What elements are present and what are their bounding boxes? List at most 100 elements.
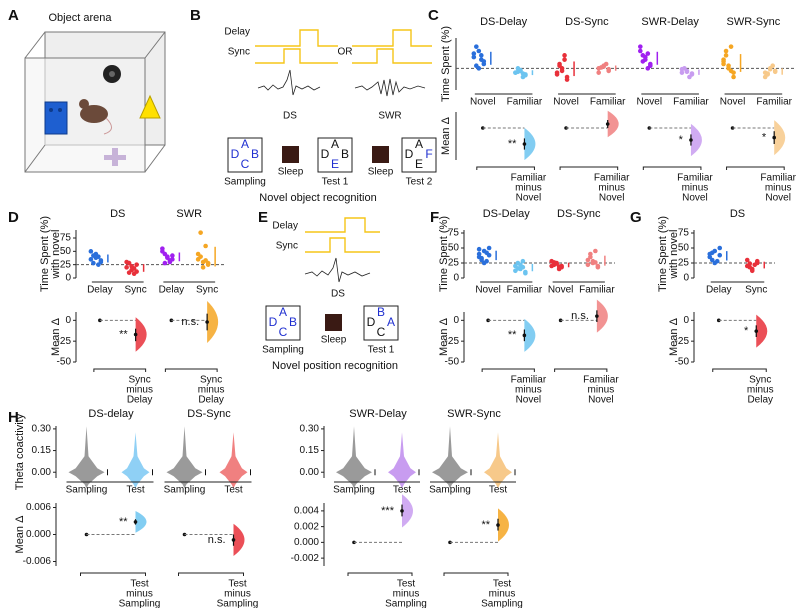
object-letter: F bbox=[425, 147, 432, 161]
y-tick-label: 0 bbox=[453, 315, 459, 326]
data-point bbox=[728, 68, 734, 74]
data-point bbox=[476, 251, 482, 257]
group-title: DS-Sync bbox=[187, 408, 231, 420]
comparison-label: Familiar bbox=[583, 375, 619, 386]
object-letter: D bbox=[321, 147, 330, 161]
comparison-label: Sync bbox=[129, 375, 151, 386]
comparison-label: Sampling bbox=[481, 599, 523, 608]
data-point bbox=[747, 261, 753, 266]
significance: ** bbox=[119, 516, 128, 528]
y-tick-label: -25 bbox=[57, 336, 72, 347]
object-letter: A bbox=[241, 137, 249, 151]
data-point bbox=[520, 71, 526, 76]
data-point bbox=[91, 253, 96, 258]
comparison-label: minus bbox=[588, 385, 615, 396]
comparison-label: Delay bbox=[198, 395, 224, 406]
data-point bbox=[479, 255, 484, 261]
data-point bbox=[640, 59, 646, 64]
violin bbox=[219, 432, 248, 489]
data-point bbox=[709, 250, 715, 256]
data-point bbox=[556, 264, 562, 269]
data-point bbox=[643, 54, 648, 60]
comparison-label: minus bbox=[393, 589, 420, 600]
x-tick-label: Sampling bbox=[66, 485, 108, 496]
y-tick-label: -0.006 bbox=[23, 556, 52, 567]
comparison-label: minus bbox=[765, 183, 792, 194]
data-point bbox=[96, 262, 101, 267]
data-point bbox=[126, 270, 132, 275]
x-tick-label: Delay bbox=[159, 285, 185, 296]
mean-diff bbox=[231, 538, 236, 542]
data-point bbox=[723, 53, 729, 58]
comparison-label: minus bbox=[747, 385, 774, 396]
mean-diff bbox=[754, 329, 759, 333]
bracket bbox=[726, 166, 785, 170]
data-point bbox=[772, 69, 778, 75]
mean-diff bbox=[605, 122, 610, 126]
data-point bbox=[596, 70, 601, 75]
significance: * bbox=[679, 134, 684, 146]
data-point bbox=[593, 260, 598, 265]
comparison-label: Novel bbox=[765, 193, 791, 204]
x-tick-label: Novel bbox=[637, 97, 663, 108]
object-letter: E bbox=[331, 157, 339, 171]
data-point bbox=[754, 258, 760, 264]
mean-diff bbox=[496, 523, 500, 527]
comparison-label: minus bbox=[198, 385, 225, 396]
panel-title: Object arena bbox=[49, 12, 113, 24]
panel-label: F bbox=[430, 209, 439, 226]
comparison-label: Familiar bbox=[677, 173, 713, 184]
data-point bbox=[726, 63, 731, 69]
data-point bbox=[523, 270, 528, 276]
data-point bbox=[198, 230, 203, 235]
comparison-label: minus bbox=[682, 183, 709, 194]
data-point bbox=[124, 265, 129, 270]
comparison-label: Novel bbox=[599, 193, 625, 204]
violin bbox=[121, 432, 150, 489]
data-point bbox=[731, 74, 736, 80]
data-point bbox=[162, 251, 168, 257]
y-axis-label: with novel bbox=[50, 230, 62, 280]
comparison-label: Familiar bbox=[594, 173, 630, 184]
comparison-label: minus bbox=[126, 385, 153, 396]
y-tick-label: 0 bbox=[683, 273, 689, 284]
y-tick-label: 0 bbox=[453, 273, 459, 284]
data-point bbox=[474, 44, 479, 49]
significance: *** bbox=[381, 505, 395, 517]
box-label: Sampling bbox=[224, 177, 266, 188]
comparison-label: Test bbox=[493, 579, 512, 590]
data-point bbox=[476, 246, 482, 252]
data-point bbox=[588, 251, 593, 257]
data-point bbox=[476, 48, 482, 54]
group-title: DS-Delay bbox=[480, 16, 528, 28]
y-tick-label: 50 bbox=[678, 243, 690, 254]
data-point bbox=[717, 245, 723, 251]
data-point bbox=[728, 44, 734, 49]
significance: n.s. bbox=[571, 310, 589, 322]
data-point bbox=[520, 258, 526, 264]
data-point bbox=[471, 54, 477, 60]
mean-diff bbox=[595, 314, 599, 318]
box-label: Test 1 bbox=[368, 345, 395, 356]
x-tick-label: Delay bbox=[706, 285, 732, 296]
data-point bbox=[471, 51, 477, 56]
y-axis-label: Time Spent (%) bbox=[39, 216, 51, 292]
y-tick-label: -50 bbox=[57, 357, 72, 368]
b-traces bbox=[255, 29, 432, 283]
group-title: DS-delay bbox=[88, 408, 134, 420]
y-tick-label: 25 bbox=[60, 259, 72, 270]
data-point bbox=[749, 268, 755, 274]
mean-diff bbox=[689, 138, 693, 142]
object-letter: D bbox=[269, 315, 278, 329]
panel-label: D bbox=[8, 209, 19, 226]
box-label: Test 2 bbox=[406, 177, 433, 188]
object-letter: D bbox=[231, 147, 240, 161]
y-tick-label: 75 bbox=[678, 228, 690, 239]
x-tick-label: Familiar bbox=[579, 285, 615, 296]
trace-label: Sync bbox=[228, 47, 250, 58]
arena-box bbox=[265, 305, 301, 341]
box-label: Sampling bbox=[262, 345, 304, 356]
comparison-label: minus bbox=[224, 589, 251, 600]
y-tick-label: 25 bbox=[448, 258, 460, 269]
mean-diff bbox=[133, 520, 138, 524]
